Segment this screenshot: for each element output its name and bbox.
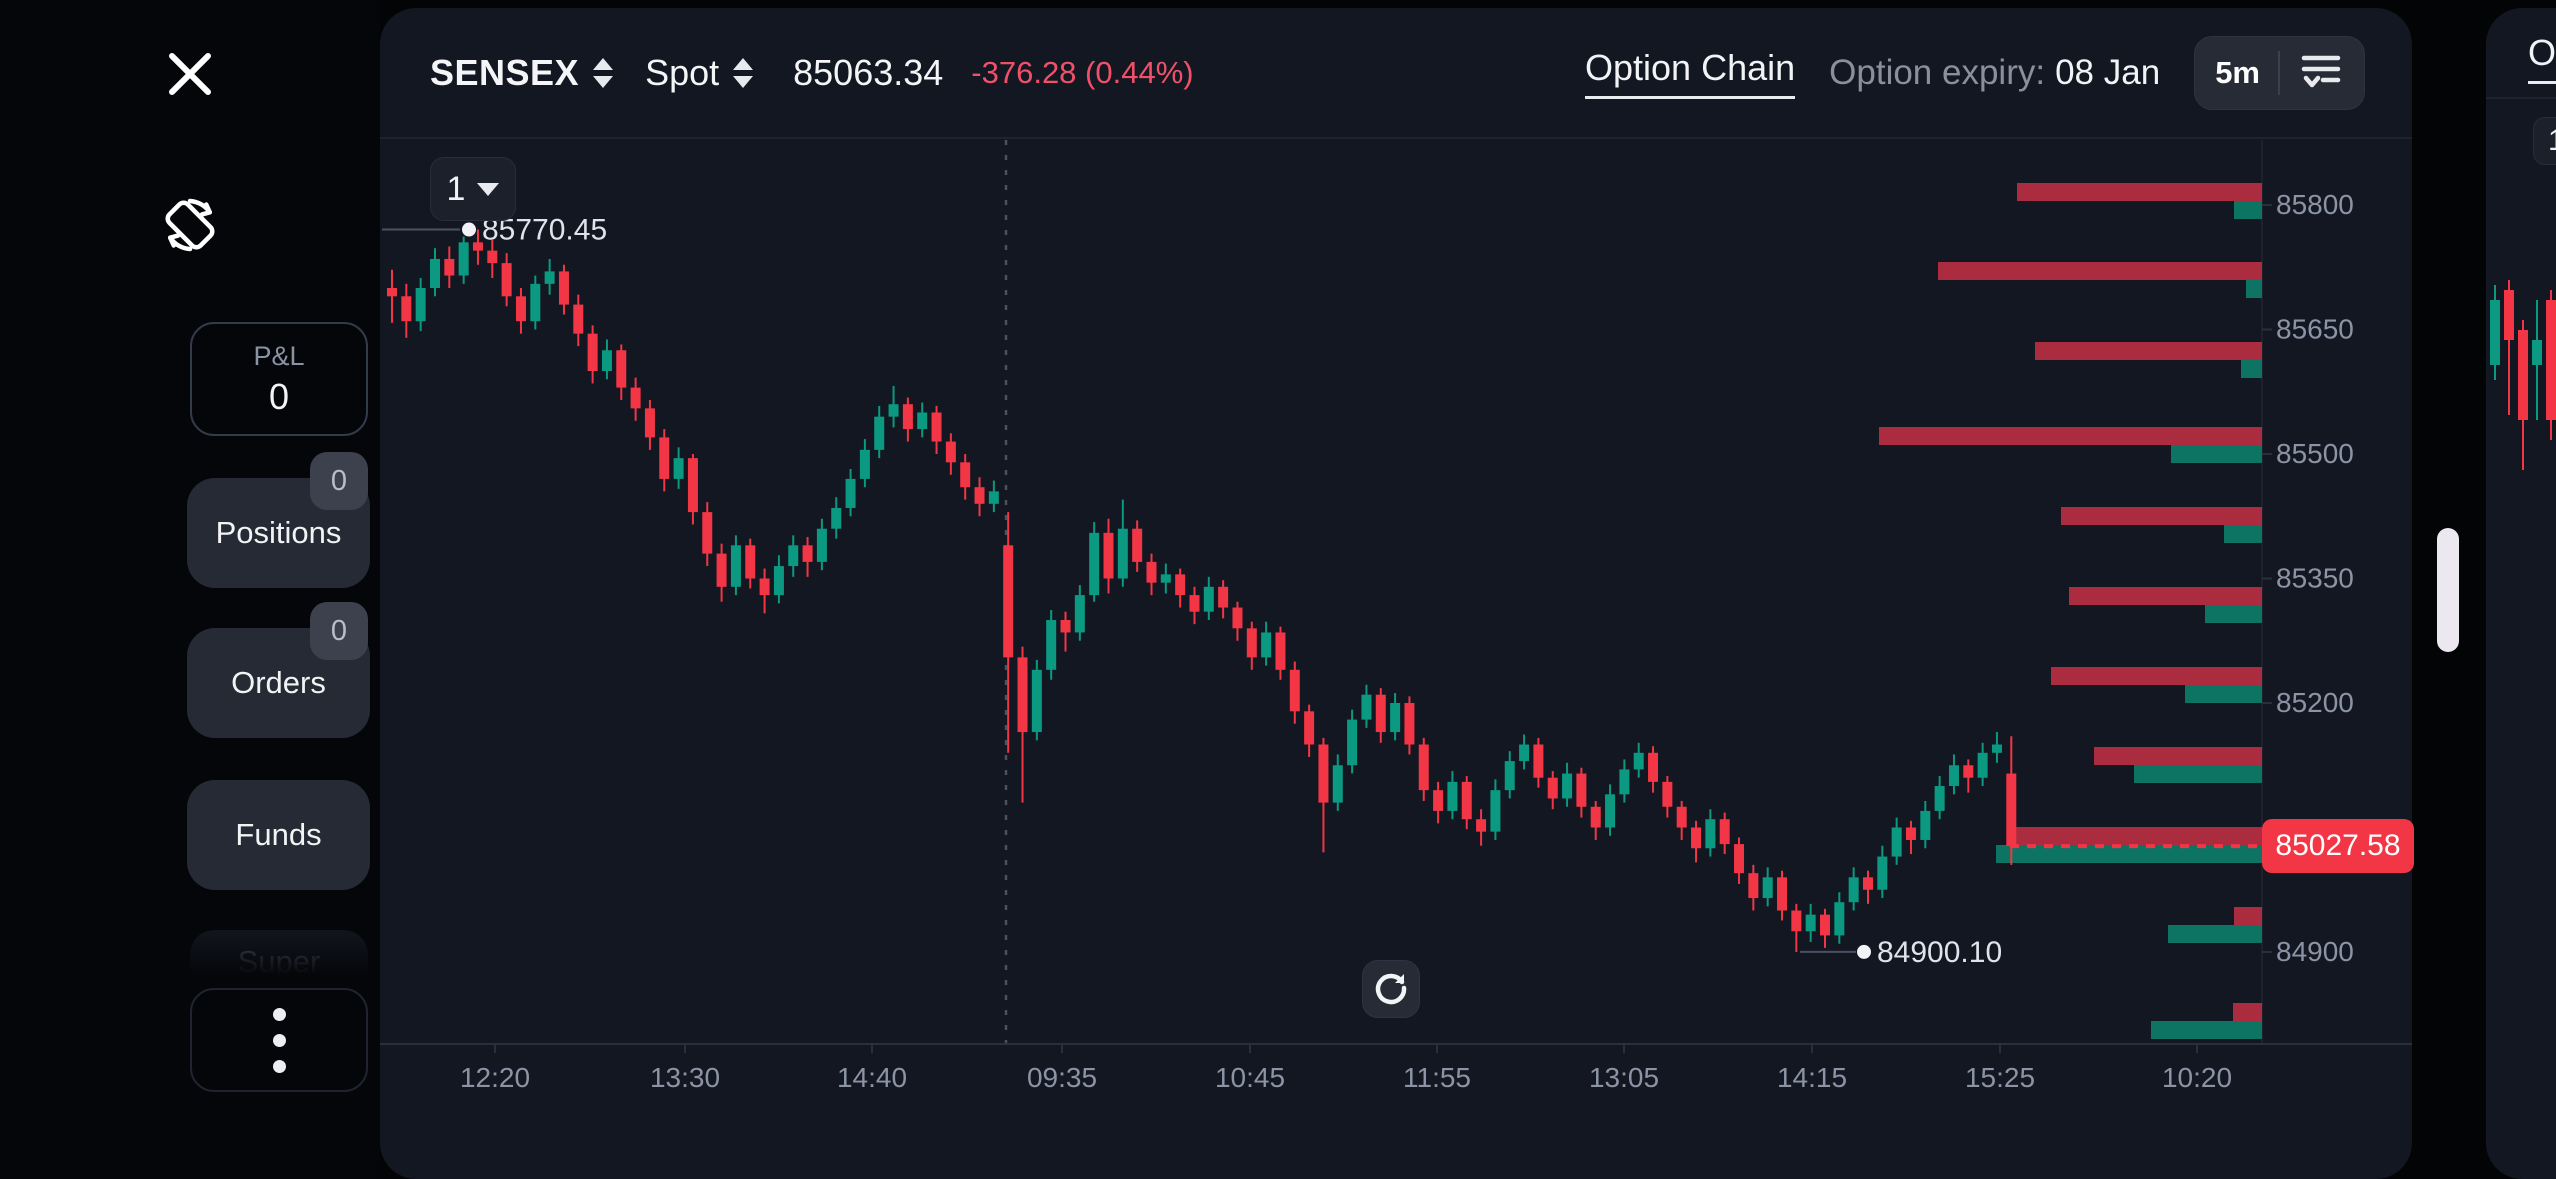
- next-panel-option-chain-fragment: O: [2528, 32, 2556, 84]
- refresh-icon: [1371, 968, 1411, 1011]
- chart-settings-icon[interactable]: [2298, 48, 2344, 97]
- svg-text:85650: 85650: [2276, 314, 2354, 345]
- svg-text:13:30: 13:30: [650, 1062, 720, 1093]
- next-panel-interval-chip: 1: [2533, 117, 2556, 165]
- pnl-label: P&L: [253, 340, 305, 371]
- rotate-screen-button[interactable]: [155, 190, 225, 260]
- svg-text:10:20: 10:20: [2162, 1062, 2232, 1093]
- next-panel-separator: [2486, 97, 2556, 99]
- chevron-down-icon: [477, 182, 500, 196]
- last-price: 85063.34: [793, 51, 944, 93]
- orders-count-badge: 0: [310, 602, 368, 660]
- svg-text:09:35: 09:35: [1027, 1062, 1097, 1093]
- positions-button[interactable]: Positions: [187, 478, 370, 588]
- positions-count-badge: 0: [310, 452, 368, 510]
- option-expiry-label: Option expiry:: [1829, 52, 2046, 92]
- mode-dropdown-icon[interactable]: [733, 57, 754, 88]
- spot-mode-selector[interactable]: Spot: [645, 51, 720, 93]
- refresh-button[interactable]: [1362, 960, 1420, 1018]
- option-expiry: Option expiry: 08 Jan: [1829, 53, 2160, 93]
- pnl-box: P&L 0: [190, 322, 368, 436]
- svg-text:13:05: 13:05: [1589, 1062, 1659, 1093]
- symbol-dropdown-icon[interactable]: [593, 57, 614, 88]
- svg-text:85350: 85350: [2276, 563, 2354, 594]
- timeframe-chip[interactable]: 5m: [2194, 35, 2365, 110]
- super-button-partial[interactable]: Super: [190, 930, 368, 978]
- orders-button[interactable]: Orders: [187, 628, 370, 738]
- close-button[interactable]: [160, 44, 220, 104]
- option-expiry-value: 08 Jan: [2055, 52, 2161, 92]
- price-change: -376.28 (0.44%): [971, 54, 1194, 90]
- svg-text:14:15: 14:15: [1777, 1062, 1847, 1093]
- close-icon: [160, 53, 220, 107]
- more-options-button[interactable]: [190, 988, 368, 1092]
- price-chart-svg[interactable]: 85800 85650 85500 85350 85200 84900 12:20 13:30…: [380, 8, 2412, 1179]
- svg-text:15:25: 15:25: [1965, 1062, 2035, 1093]
- svg-text:12:20: 12:20: [460, 1062, 530, 1093]
- chart-interval-value: 1: [446, 169, 466, 208]
- topbar-separator: [380, 137, 2412, 139]
- chart-interval-dropdown[interactable]: 1: [430, 157, 516, 221]
- sidebar: P&L 0 0 Positions 0 Orders Funds Super: [0, 0, 380, 1179]
- svg-text:85200: 85200: [2276, 687, 2354, 718]
- current-price-badge: 85027.58: [2262, 819, 2414, 874]
- kebab-menu-icon: [272, 1007, 286, 1073]
- option-chain-link[interactable]: Option Chain: [1585, 47, 1796, 99]
- svg-text:14:40: 14:40: [837, 1062, 907, 1093]
- timeframe-value: 5m: [2215, 54, 2260, 90]
- svg-text:11:55: 11:55: [1403, 1062, 1471, 1093]
- pnl-value: 0: [268, 375, 290, 417]
- panel-scrollbar-handle[interactable]: [2437, 528, 2459, 652]
- funds-button[interactable]: Funds: [187, 780, 370, 890]
- next-panel-mini-chart: [2490, 280, 2556, 470]
- next-chart-panel-peek[interactable]: O 1: [2486, 8, 2556, 1179]
- svg-text:10:45: 10:45: [1215, 1062, 1285, 1093]
- chart-topbar: SENSEX Spot 85063.34 -376.28 (0.44%) Opt…: [380, 8, 2412, 137]
- svg-text:85500: 85500: [2276, 438, 2354, 469]
- rotate-screen-icon: [155, 198, 225, 263]
- svg-text:85800: 85800: [2276, 189, 2354, 220]
- chart-panel: SENSEX Spot 85063.34 -376.28 (0.44%) Opt…: [380, 8, 2414, 1179]
- chip-divider: [2278, 50, 2280, 95]
- svg-text:84900.10: 84900.10: [1877, 936, 2002, 969]
- svg-text:84900: 84900: [2276, 936, 2354, 967]
- symbol-selector[interactable]: SENSEX: [430, 51, 580, 93]
- chart-area: 85800 85650 85500 85350 85200 84900 12:20 13:30…: [380, 139, 2414, 1179]
